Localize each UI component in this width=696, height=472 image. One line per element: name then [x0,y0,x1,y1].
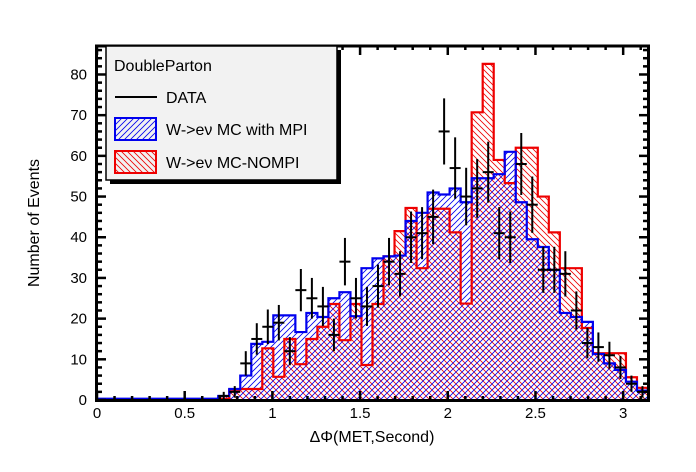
data-points [218,98,648,400]
x-tick-label: 0 [93,405,101,422]
data-point [306,277,318,319]
data-point [427,189,439,245]
data-point [295,268,307,312]
data-point [218,391,230,400]
data-point [328,318,340,352]
legend: DoubleParton DATA W->eν MC with MPI W->e… [105,45,341,184]
legend-mpi-swatch-icon [114,117,157,141]
legend-label-nompi: W->eν MC-NOMPI [166,155,299,172]
x-tick-label: 0.5 [174,405,195,422]
data-point [361,286,373,326]
legend-label-data: DATA [166,90,207,107]
data-point [262,309,274,345]
y-tick-label: 80 [70,66,87,83]
data-point [372,264,384,308]
legend-label-mpi: W->eν MC with MPI [166,122,308,139]
y-tick-label: 20 [70,311,87,328]
y-axis-ticks [97,48,648,402]
y-tick-label: 70 [70,107,87,124]
data-point [493,207,505,260]
data-point [482,141,494,203]
data-point [394,251,406,297]
data-point [570,291,582,330]
data-point [504,211,516,263]
data-point [515,133,527,195]
y-tick-label: 40 [70,229,87,246]
data-point [460,167,472,226]
data-point [526,176,538,233]
y-tick-label: 30 [70,270,87,287]
data-point [581,327,593,359]
x-tick-label: 2 [444,405,452,422]
x-axis-title: ΔΦ(MET,Second) [310,429,435,446]
data-point [273,304,285,341]
y-tick-label: 0 [79,392,87,409]
y-tick-label: 60 [70,148,87,165]
plot-area [97,62,648,400]
data-point [251,323,263,355]
x-tick-label: 1.5 [350,405,371,422]
data-point [416,207,428,260]
y-tick-label: 10 [70,351,87,368]
data-point [625,375,637,392]
x-tick-label: 2.5 [525,405,546,422]
legend-nompi-swatch-icon [114,150,157,174]
data-point [229,386,241,398]
data-point [559,251,571,297]
data-point [471,159,483,218]
data-point [350,277,362,319]
data-point [317,286,329,326]
plot-frame [95,44,650,402]
y-axis-title: Number of Events [26,159,43,287]
legend-title: DoubleParton [114,58,212,75]
data-point [383,237,395,286]
data-point [405,211,417,263]
data-point [548,246,560,293]
data-point [284,337,296,366]
x-axis-tick-labels: 0 0.5 1 1.5 2 2.5 3 [93,405,628,422]
data-point [240,351,252,376]
data-point [449,137,461,199]
y-tick-label: 50 [70,189,87,206]
data-point [438,98,450,165]
y-axis-tick-labels: 0 10 20 30 40 50 60 70 80 [70,66,87,409]
data-point [603,341,615,369]
data-point [339,237,351,286]
data-point [537,246,549,293]
x-tick-label: 1 [268,405,276,422]
x-tick-label: 3 [619,405,627,422]
data-point [614,355,626,379]
data-point [592,332,604,362]
